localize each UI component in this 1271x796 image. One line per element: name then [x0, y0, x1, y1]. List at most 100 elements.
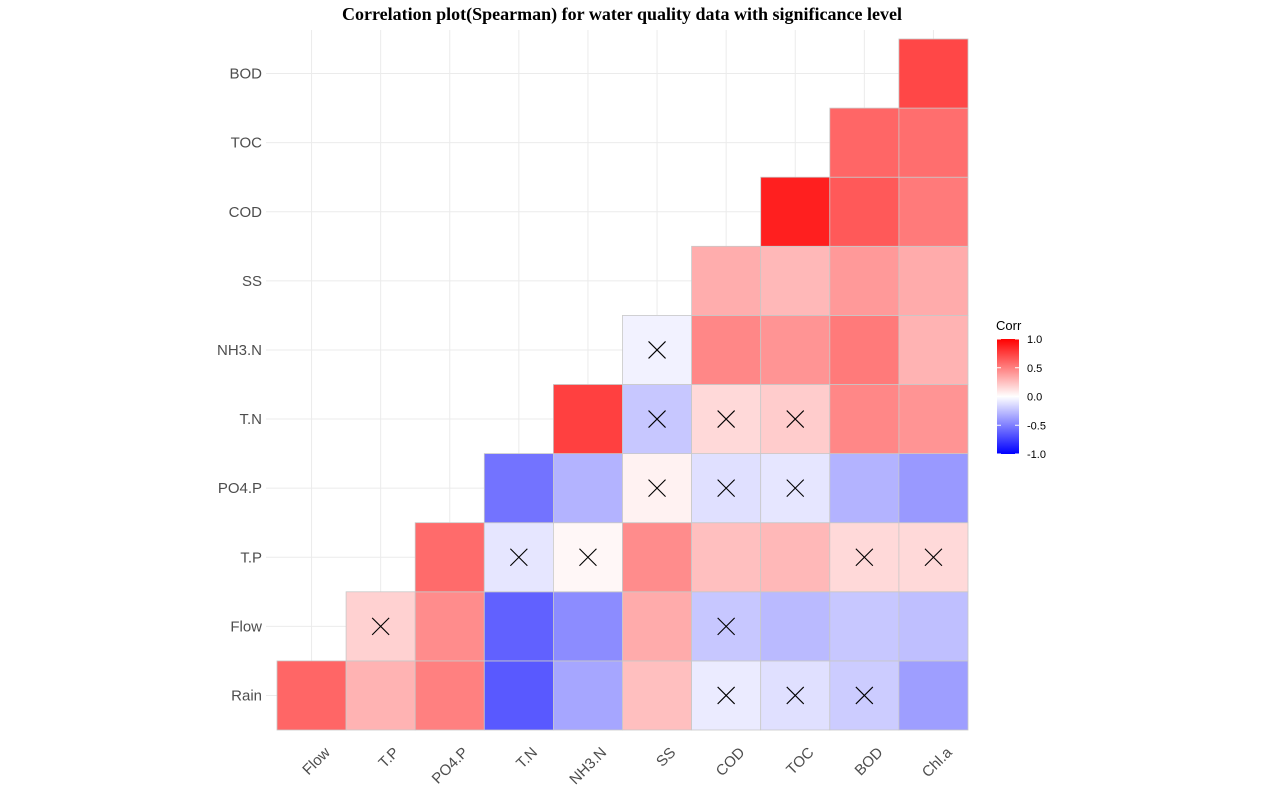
heatmap-cell: [553, 453, 623, 524]
insignificance-marker: [786, 479, 805, 498]
heatmap-cell: [553, 384, 623, 454]
marker-stroke: [786, 686, 805, 705]
heatmap-cell: [622, 384, 692, 454]
heatmap-tiles: [276, 38, 969, 731]
insignificance-marker: [717, 479, 736, 498]
x-tick-label: T.P: [375, 744, 402, 771]
heatmap-cell: [760, 522, 831, 593]
y-tick-label: SS: [242, 273, 262, 290]
legend-label: 0.5: [1027, 363, 1042, 375]
insignificance-marker: [648, 410, 666, 428]
y-tick-label: T.N: [240, 411, 263, 428]
heatmap-cell: [483, 453, 554, 524]
y-tick-label: T.P: [240, 549, 262, 566]
heatmap-cell: [829, 384, 900, 454]
legend-label: 1.0: [1027, 334, 1042, 346]
insignificance-marker: [924, 548, 943, 567]
insignificance-marker: [786, 410, 805, 428]
legend-colorbar: [997, 339, 1019, 454]
heatmap-cell: [414, 522, 485, 593]
insignificance-marker: [371, 617, 390, 636]
y-tick-label: TOC: [231, 135, 263, 152]
heatmap-cell: [829, 176, 900, 247]
heatmap-cell: [760, 591, 831, 662]
marker-stroke: [855, 548, 874, 567]
insignificance-marker: [855, 686, 874, 705]
insignificance-marker: [648, 341, 666, 359]
heatmap-cell: [829, 245, 900, 316]
heatmap-cell: [898, 384, 969, 454]
heatmap-cell: [829, 107, 900, 178]
heatmap-cell: [898, 245, 969, 316]
insignificance-marker: [509, 548, 528, 567]
chart-title: Correlation plot(Spearman) for water qua…: [342, 4, 902, 24]
heatmap-cell: [898, 453, 969, 524]
heatmap-cell: [483, 591, 554, 662]
x-tick-label: Chl.a: [919, 744, 956, 781]
marker-stroke: [924, 548, 943, 567]
x-tick-label: NH3.N: [566, 744, 610, 788]
legend-title: Corr: [996, 318, 1022, 333]
y-tick-label: COD: [229, 204, 263, 221]
heatmap-cell: [760, 314, 831, 385]
marker-stroke: [648, 410, 666, 428]
heatmap-cell: [691, 245, 762, 316]
heatmap-cell: [898, 660, 969, 731]
marker-stroke: [717, 410, 736, 428]
heatmap-cell: [898, 107, 969, 178]
x-tick-label: SS: [653, 744, 679, 770]
y-tick-label: NH3.N: [217, 342, 262, 359]
y-tick-label: Flow: [230, 618, 262, 635]
legend-label: -0.5: [1027, 420, 1046, 432]
heatmap-cell: [898, 591, 969, 662]
heatmap-cell: [691, 522, 762, 593]
marker-stroke: [371, 617, 390, 636]
marker-stroke: [786, 479, 805, 498]
marker-stroke: [648, 479, 666, 498]
heatmap-cell: [553, 591, 623, 662]
marker-stroke: [579, 548, 597, 567]
insignificance-marker: [579, 548, 597, 567]
heatmap-cell: [898, 38, 969, 109]
marker-stroke: [648, 341, 666, 359]
y-tick-label: BOD: [229, 66, 262, 83]
insignificance-markers: [371, 341, 943, 705]
marker-stroke: [717, 686, 736, 705]
x-tick-label: COD: [713, 744, 749, 780]
x-axis: Flow T.P PO4.P T.N NH3.N SS COD TOC BOD Chl.a: [299, 744, 956, 788]
heatmap-cell: [691, 314, 762, 385]
heatmap-cell: [276, 660, 347, 731]
y-tick-label: PO4.P: [218, 480, 262, 497]
marker-stroke: [786, 410, 805, 428]
y-axis: Rain Flow T.P PO4.P T.N NH3.N SS COD TOC BOD: [217, 66, 262, 705]
heatmap-cell: [622, 591, 692, 662]
color-legend: Corr 1.0 0.5 0.0 -0.5 -1.0: [996, 318, 1046, 461]
heatmap-cell: [829, 314, 900, 385]
x-tick-label: PO4.P: [429, 744, 472, 787]
heatmap-cell: [345, 660, 416, 731]
insignificance-marker: [855, 548, 874, 567]
heatmap-cell: [622, 522, 692, 593]
x-tick-label: TOC: [783, 744, 817, 778]
heatmap-cell: [898, 176, 969, 247]
x-tick-label: T.N: [513, 744, 541, 772]
heatmap-cell: [414, 660, 485, 731]
marker-stroke: [717, 479, 736, 498]
heatmap-cell: [898, 314, 969, 385]
insignificance-marker: [717, 410, 736, 428]
heatmap-cell: [553, 660, 623, 731]
marker-stroke: [855, 686, 874, 705]
heatmap-cell: [414, 591, 485, 662]
heatmap-cell: [622, 660, 692, 731]
legend-label: -1.0: [1027, 449, 1046, 461]
x-tick-label: Flow: [299, 744, 334, 779]
marker-stroke: [717, 617, 736, 636]
heatmap-cell: [483, 660, 554, 731]
insignificance-marker: [648, 479, 666, 498]
legend-label: 0.0: [1027, 392, 1042, 404]
y-tick-label: Rain: [231, 687, 262, 704]
insignificance-marker: [717, 617, 736, 636]
marker-stroke: [509, 548, 528, 567]
insignificance-marker: [786, 686, 805, 705]
